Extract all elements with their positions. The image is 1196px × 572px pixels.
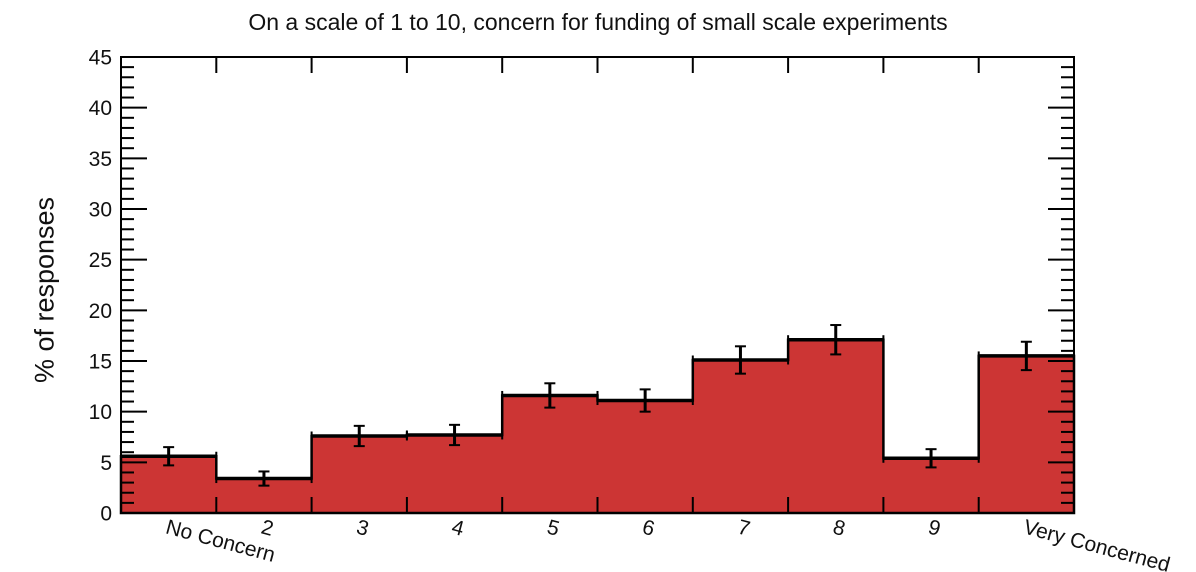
y-tick-label: 25: [89, 249, 112, 272]
chart-title: On a scale of 1 to 10, concern for fundi…: [248, 9, 948, 35]
y-tick-label: 15: [89, 351, 112, 374]
x-tick-label: 2: [259, 516, 276, 541]
y-tick-label: 10: [89, 401, 112, 424]
histogram-bars: [119, 338, 1076, 515]
x-tick-label: No Concern: [163, 516, 277, 567]
y-tick-label: 40: [89, 97, 112, 120]
x-tick-label: 8: [830, 516, 847, 541]
x-tick-label: 4: [449, 516, 467, 541]
y-tick-label: 45: [89, 47, 112, 70]
x-tick-label: 6: [640, 516, 657, 541]
y-tick-label: 0: [100, 503, 112, 526]
x-tick-label: 7: [735, 516, 752, 541]
x-tick-label: 9: [926, 516, 943, 541]
x-tick-label: 3: [354, 516, 371, 541]
y-tick-label: 30: [89, 199, 112, 222]
y-tick-label: 20: [89, 300, 112, 323]
x-tick-label: Very Concerned: [1021, 516, 1172, 572]
x-tick-label: 5: [545, 516, 562, 541]
y-tick-label: 5: [100, 452, 112, 475]
y-tick-label: 35: [89, 148, 112, 171]
